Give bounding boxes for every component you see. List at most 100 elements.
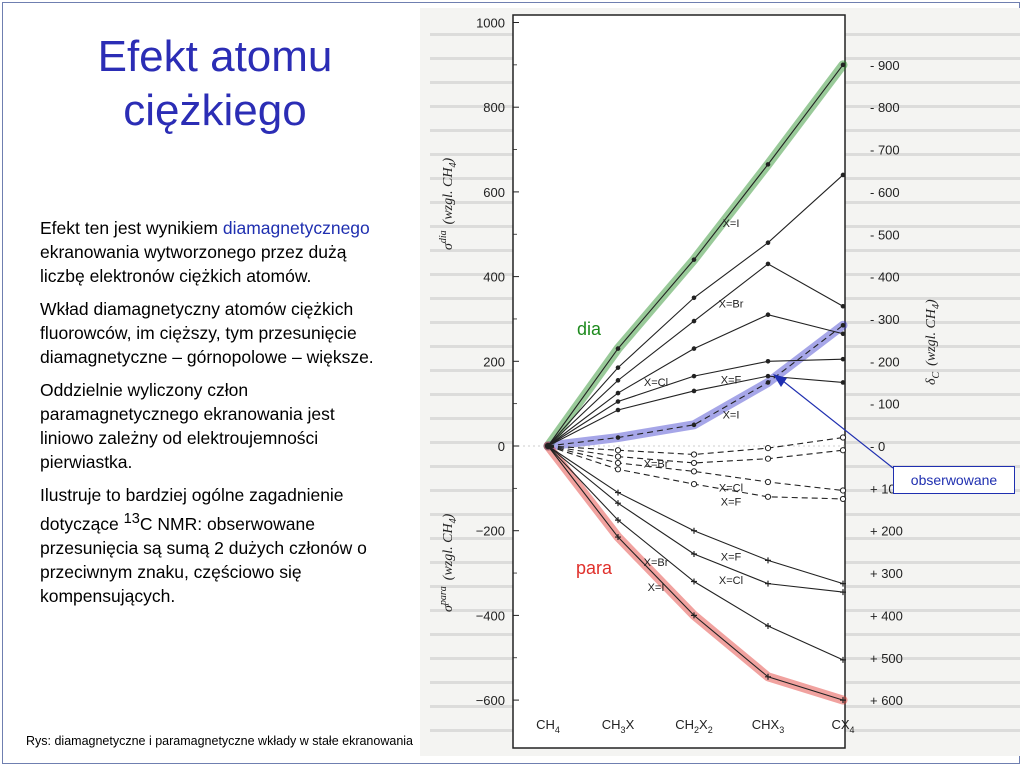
right-tick-label-7: - 200 — [870, 354, 900, 369]
paragraph-2: Wkład diamagnetyczny atomów ciężkich flu… — [40, 299, 374, 367]
left-tick-label-7: −400 — [476, 608, 505, 623]
slide-body: Efekt ten jest wynikiem diamagnetycznego… — [40, 216, 380, 617]
delta-rest: (wzgl. CH — [924, 308, 939, 366]
left-axis-label-para: σpara (wzgl. CH4) — [438, 513, 459, 612]
svg-text:σdia(wzgl. CH4): σdia (wzgl. CH4) — [438, 158, 459, 250]
title-line-2: ciężkiego — [123, 86, 307, 135]
series-label-9: X=Cl — [719, 483, 743, 495]
data-point-9-3 — [764, 478, 772, 486]
right-axis-ticks: - 900 - 800 - 700 - 600 - 500 - 400 - 300 - 200… — [870, 58, 903, 708]
data-point-origin — [544, 442, 552, 450]
right-tick-label-11: + 200 — [870, 524, 903, 539]
para-close: ) — [441, 513, 456, 519]
left-axis-label-dia: σdia (wzgl. CH4) — [438, 158, 459, 250]
p4-superscript: 13 — [123, 511, 140, 527]
data-point-10-2 — [690, 481, 698, 488]
data-point-6-4 — [840, 323, 846, 328]
data-point-7-2 — [690, 451, 698, 458]
data-point-2-4 — [840, 303, 846, 309]
data-point-4-1 — [615, 399, 621, 404]
para-label: para — [576, 558, 613, 578]
data-point-13-3 — [765, 622, 771, 629]
delta-main: δ — [924, 378, 939, 385]
p1-text-a: Efekt ten jest wynikiem — [40, 218, 223, 238]
delta-sub2: 4 — [931, 304, 942, 309]
data-point-0-1 — [615, 346, 621, 351]
series-label-0: X=I — [723, 218, 740, 230]
right-tick-label-5: - 400 — [870, 270, 900, 285]
left-tick-label-6: −200 — [476, 524, 505, 539]
series-label-10: X=F — [721, 496, 742, 508]
p1-text-b: ekranowania wytworzonego przez dużą licz… — [40, 242, 347, 286]
category-label-0: CH4 — [536, 717, 560, 735]
data-point-11-2 — [691, 527, 697, 534]
data-point-7-3 — [764, 445, 772, 452]
data-point-5-3 — [765, 373, 771, 379]
title-line-1: Efekt atomu — [97, 32, 333, 81]
series-label-3: X=Cl — [644, 377, 668, 389]
data-point-14-3 — [765, 673, 771, 680]
data-point-7-4 — [839, 434, 847, 441]
right-tick-label-9: - 0 — [870, 439, 885, 454]
series-label-12: X=Cl — [719, 575, 743, 587]
right-tick-label-4: - 500 — [870, 227, 900, 242]
series-labels: X=IX=BrX=Cl X=FX=IX=BrX=ClX=FX=FX=ClX=BrX… — [644, 218, 744, 594]
data-point-1-4 — [840, 172, 846, 178]
left-tick-label-5: 0 — [498, 439, 505, 454]
data-point-14-2 — [691, 612, 697, 619]
series-label-14: X=I — [648, 582, 665, 594]
data-point-8-3 — [764, 455, 772, 462]
left-tick-label-1: 800 — [483, 100, 505, 115]
left-axis-ticks: 1000 800 600 400 200 0 −200 −400 −600 — [476, 16, 519, 708]
right-axis-label: δC (wzgl. CH4) — [924, 299, 942, 385]
delta-close: ) — [924, 299, 939, 305]
para-sigma: σ — [441, 604, 456, 612]
right-tick-label-15: + 600 — [870, 693, 903, 708]
data-point-4-3 — [765, 359, 771, 364]
observed-label: obserwowane — [893, 466, 1015, 494]
p1-accent: diamagnetycznego — [222, 218, 370, 238]
data-point-10-4 — [839, 495, 847, 503]
observed-pointer-line — [782, 380, 894, 469]
data-point-8-4 — [839, 447, 847, 454]
right-tick-label-0: - 900 — [870, 58, 900, 73]
series-label-11: X=F — [721, 552, 742, 564]
data-point-12-4 — [840, 589, 846, 596]
data-point-10-3 — [764, 493, 772, 500]
data-point-12-3 — [765, 580, 771, 587]
category-labels: CH4 CH3X CH2X2 CHX3 CX4 — [536, 717, 854, 735]
data-point-1-2 — [691, 295, 697, 301]
series-label-6: X=I — [723, 410, 740, 422]
left-tick-label-2: 600 — [483, 185, 505, 200]
dia-sigma: σ — [441, 242, 456, 250]
series-label-13: X=Br — [644, 557, 669, 569]
p4-text-b: C NMR: obserwowane przesunięcia są sumą … — [40, 513, 367, 606]
data-point-8-1 — [614, 453, 622, 460]
data-point-8-2 — [690, 459, 698, 467]
category-label-4: CX4 — [831, 717, 854, 735]
data-point-4-4 — [840, 356, 846, 362]
data-point-2-3 — [765, 261, 771, 267]
data-point-9-1 — [614, 459, 622, 467]
category-label-1: CH3X — [602, 717, 635, 735]
data-point-13-1 — [615, 517, 621, 524]
dia-sub: 4 — [448, 163, 459, 168]
data-point-12-2 — [691, 550, 697, 557]
observed-pointer-arrowhead — [773, 374, 787, 387]
para-sup: para — [438, 586, 449, 606]
data-point-1-3 — [765, 240, 771, 246]
data-point-11-1 — [615, 489, 621, 496]
data-point-11-3 — [765, 557, 771, 564]
data-point-0-4 — [840, 62, 846, 68]
data-point-14-1 — [615, 534, 621, 541]
slide-title: Efekt atomu ciężkiego — [40, 30, 390, 138]
series-label-2: X=Br — [719, 298, 744, 310]
paragraph-4: Ilustruje to bardziej ogólne zagadnienie… — [40, 483, 380, 608]
svg-text:δC(wzgl. CH4): δC (wzgl. CH4) — [924, 299, 942, 385]
category-label-3: CHX3 — [752, 717, 784, 735]
data-point-5-4 — [840, 380, 846, 385]
right-tick-label-6: - 300 — [870, 312, 900, 327]
data-point-7-1 — [614, 447, 622, 454]
data-point-9-2 — [690, 468, 698, 475]
